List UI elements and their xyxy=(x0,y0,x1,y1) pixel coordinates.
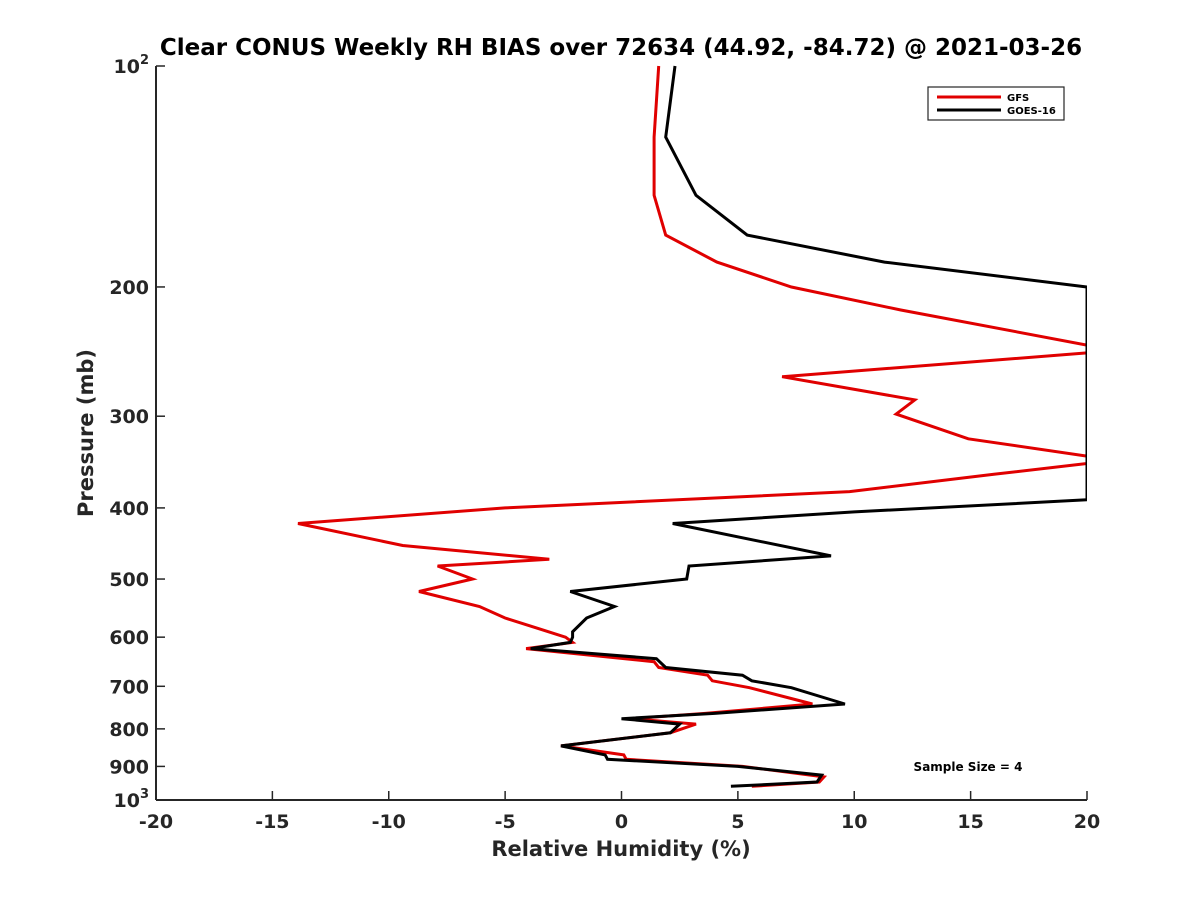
legend-label-goes16: GOES-16 xyxy=(1007,106,1056,117)
x-tick-label: -15 xyxy=(255,811,289,833)
y-tick-label: 102 xyxy=(114,53,150,78)
x-tick-label: -10 xyxy=(372,811,406,833)
y-tick-label: 800 xyxy=(109,719,149,741)
x-tick-label: 10 xyxy=(841,811,867,833)
x-tick-label: 0 xyxy=(615,811,628,833)
x-tick-label: -20 xyxy=(139,811,173,833)
series-line-gfs xyxy=(297,65,1087,788)
y-tick-label: 700 xyxy=(109,676,149,698)
legend-label-gfs: GFS xyxy=(1007,93,1029,104)
legend: GFS GOES-16 xyxy=(927,86,1065,121)
y-tick-label: 600 xyxy=(109,627,149,649)
legend-box xyxy=(927,86,1065,121)
series-layer xyxy=(297,65,1087,788)
x-axis-label: Relative Humidity (%) xyxy=(491,837,750,861)
y-tick-label: 300 xyxy=(109,406,149,428)
x-tick-label: 20 xyxy=(1074,811,1100,833)
x-tick-label: -5 xyxy=(495,811,516,833)
sample-size-annotation: Sample Size = 4 xyxy=(914,760,1023,774)
y-tick-label: 200 xyxy=(109,277,149,299)
y-tick-label: 103 xyxy=(114,787,150,812)
y-tick-label: 400 xyxy=(109,498,149,520)
y-tick-label: 500 xyxy=(109,569,149,591)
x-tick-label: 5 xyxy=(731,811,744,833)
chart-title: Clear CONUS Weekly RH BIAS over 72634 (4… xyxy=(160,35,1082,61)
series-line-goes16 xyxy=(530,65,1087,788)
y-ticks: 102 200 300 400 500 600 700 800 900 103 xyxy=(109,53,165,812)
x-ticks: -20 -15 -10 -5 0 5 10 15 20 xyxy=(139,791,1100,833)
y-axis-label: Pressure (mb) xyxy=(74,349,98,517)
y-tick-label: 900 xyxy=(109,756,149,778)
x-tick-label: 15 xyxy=(957,811,983,833)
